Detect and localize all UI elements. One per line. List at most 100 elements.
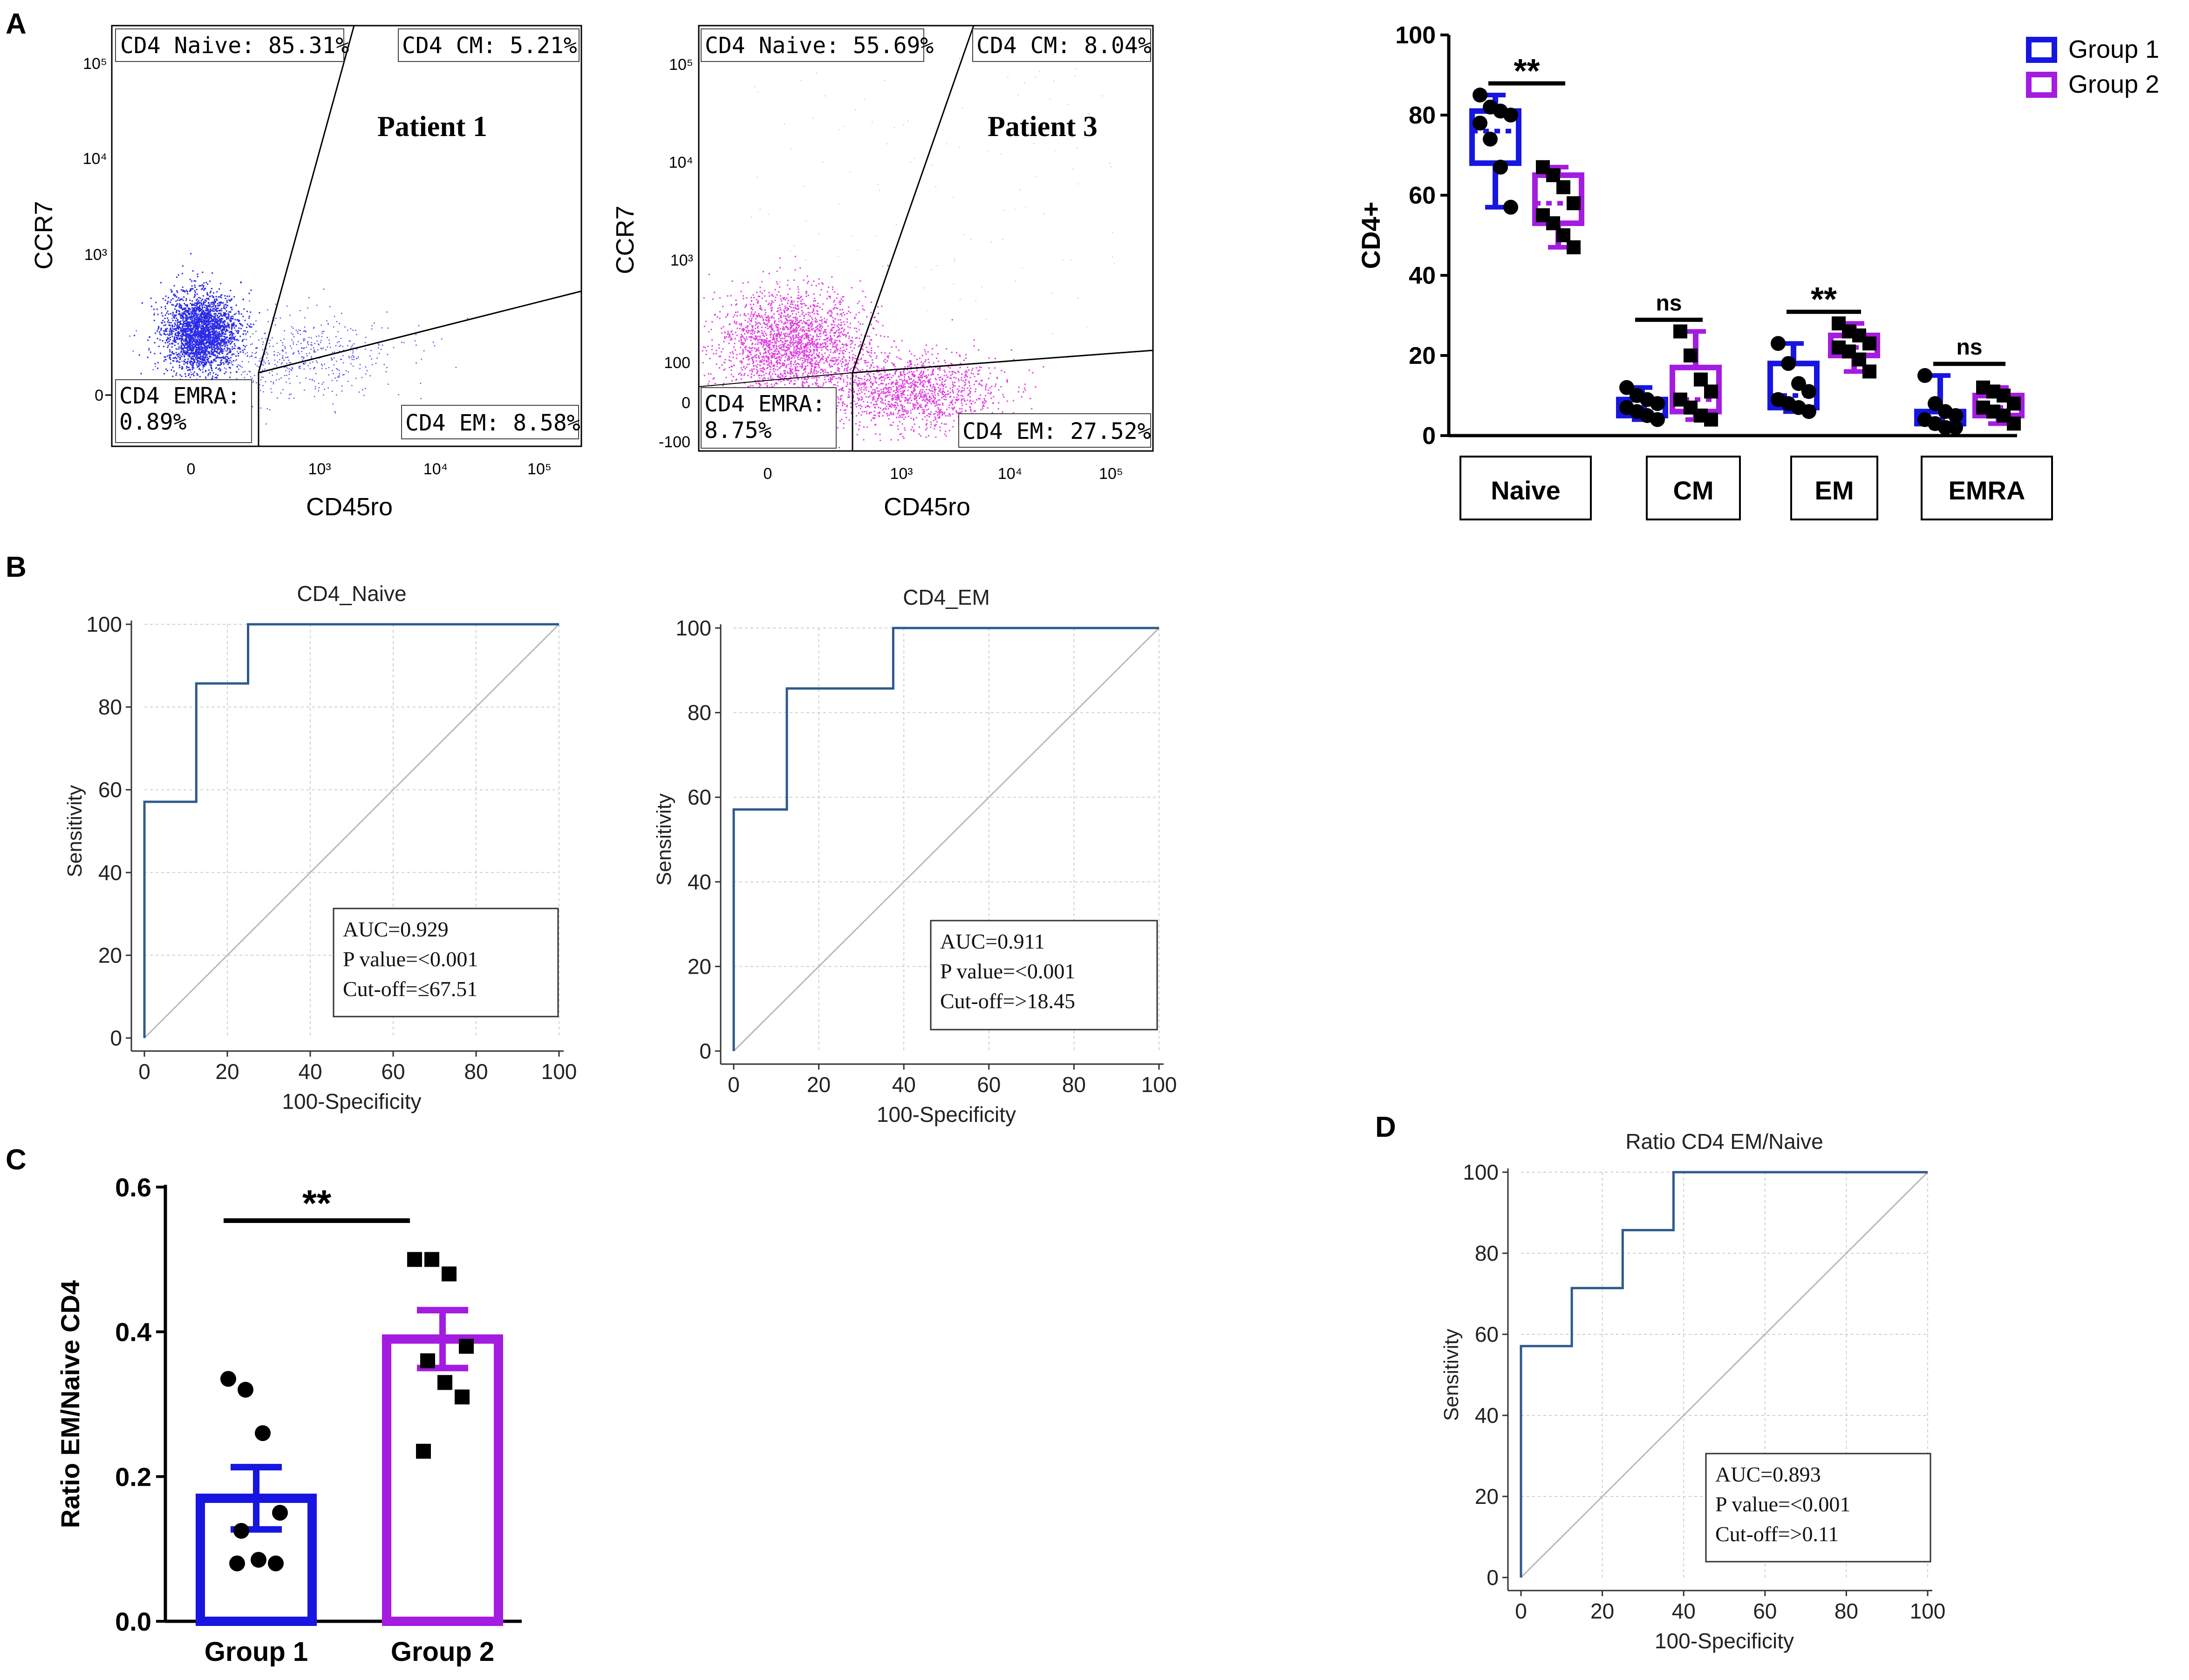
flow-dot [238,311,240,313]
flow-dot [174,341,175,343]
flow-dot [792,335,794,336]
flow-dot [834,291,836,293]
flow-dot [215,348,217,349]
flow-dot [170,327,171,329]
flow-dot [824,329,825,331]
flow-dot [226,317,228,319]
flow-dot [220,329,222,331]
flow-dot [785,325,787,327]
flow-dot [185,307,186,309]
flow-dot [216,319,218,321]
flow-dot [177,348,178,350]
flow-dot [818,371,819,373]
flow-dot [252,343,253,345]
flow-dot [186,290,188,292]
flow-dot [211,295,213,297]
flow-dot [747,359,749,361]
flow-dot [288,398,290,399]
flow-dot [764,383,766,385]
flow1-scatter-cloud [129,253,469,425]
flow-dot [330,357,332,359]
flow-dot [191,319,192,321]
flow-dot [199,336,201,338]
flow-dot [178,335,180,336]
flow-dot [211,347,212,348]
flow-dot [180,338,182,340]
flow-dot [862,345,864,347]
flow-dot [833,357,835,359]
flow-dot [817,363,818,365]
flow-dot [819,330,820,332]
flow-dot [765,323,767,325]
flow-dot [348,371,349,373]
flow-dot [198,334,200,335]
flow-dot [303,363,305,365]
flow-dot [197,337,199,339]
flow-dot [205,318,207,320]
flow-dot [193,318,195,320]
flow-dot [208,335,210,336]
flow-dot [741,361,743,363]
flow-dot [206,356,208,358]
flow-dot [355,377,357,379]
flow-dot [185,343,187,345]
flow-dot [203,364,205,366]
flow-dot [766,320,768,321]
flow-dot [767,320,769,322]
flow-dot [187,331,189,332]
flow-dot [308,337,310,338]
flow-dot [277,355,278,356]
flow-dot [177,333,179,335]
flow-dot [777,334,778,335]
flow-dot [794,360,796,362]
flow-dot [186,328,188,329]
flow-dot [188,316,190,318]
flow-dot [200,359,202,361]
flow-dot [779,362,781,363]
flow-dot [215,321,217,322]
flow-dot [187,293,189,294]
flow-dot [198,339,200,341]
flow-dot [868,351,870,353]
flow-dot [291,367,293,369]
flow-dot [797,362,798,364]
flow-dot [835,341,837,343]
flow-dot [780,320,782,321]
flow-dot [816,370,818,372]
flow-dot [822,355,824,357]
flow-dot [734,321,736,322]
flow-dot [724,337,726,339]
flow-dot [797,375,798,377]
flow-dot [184,350,186,352]
flow-dot [184,335,185,336]
flow-dot [141,302,143,304]
flow-dot [293,352,295,353]
flow-dot [224,320,225,321]
flow-dot [223,307,225,309]
flow1-gate-box-em [401,405,579,439]
flow-dot [205,314,207,316]
flow-dot [189,349,191,351]
flow-dot [722,348,724,350]
flow-dot [182,323,184,325]
flow-dot [228,323,230,325]
flow-dot [202,342,204,344]
flow-dot [250,323,252,325]
flow-dot [741,343,742,345]
flow-dot [214,325,216,327]
flow-dot [199,319,201,321]
flow-dot [195,344,197,346]
flow-dot [204,363,205,365]
flow-dot [245,353,246,355]
flow-dot [300,310,301,311]
flow-dot [800,328,802,329]
flow-dot [298,353,300,355]
flow-dot [792,320,794,322]
flow-dot [839,314,841,315]
flow-dot [785,327,787,328]
flow-dot [761,368,763,369]
flow-dot [129,335,130,337]
flow-dot [751,343,753,345]
flow-dot [238,353,239,354]
flow-dot [203,323,205,325]
